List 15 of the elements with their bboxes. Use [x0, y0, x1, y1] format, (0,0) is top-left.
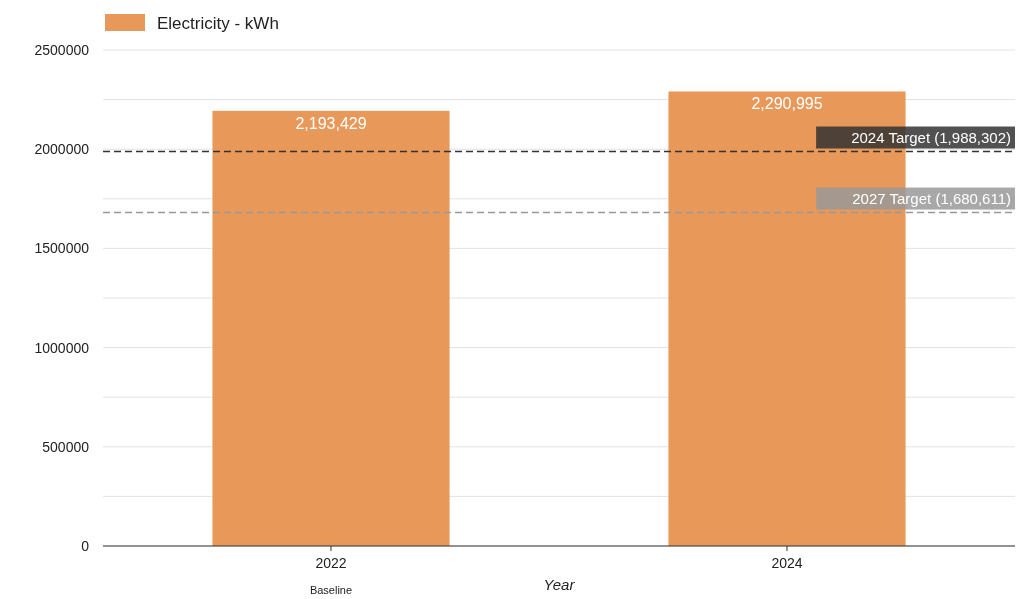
- y-tick-label: 0: [81, 537, 90, 554]
- y-tick-label: 2000000: [34, 141, 90, 158]
- y-tick-label: 1000000: [34, 339, 90, 356]
- y-tick-label: 1500000: [34, 240, 90, 257]
- y-tick-label: 500000: [42, 438, 90, 455]
- x-axis-title: Year: [543, 576, 576, 593]
- data-label: 2,290,995: [751, 95, 823, 113]
- ref-line-label: 2024 Target (1,988,302): [851, 128, 1011, 146]
- x-tick-label: 2024: [771, 555, 803, 571]
- ref-line-label: 2027 Target (1,680,611): [852, 189, 1011, 207]
- text: Baseline: [309, 584, 353, 596]
- legend-label: Electricity - kWh: [157, 14, 279, 33]
- x-tick-label: 2022: [315, 555, 347, 571]
- y-tick-label: 2500000: [34, 41, 90, 58]
- data-label: 2,193,429: [295, 114, 367, 132]
